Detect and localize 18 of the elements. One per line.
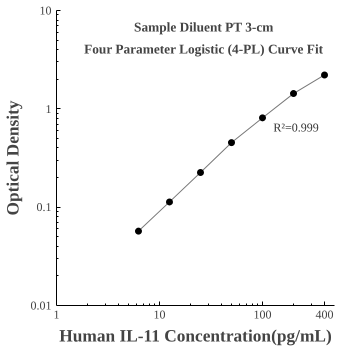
point [321, 71, 328, 78]
point [134, 228, 142, 235]
y-tick-label: 0.01 [30, 298, 52, 312]
text: Sample Diluent PT 3-cm Four Parameter Logistic (4-PL) Curve Fit [84, 19, 324, 56]
point [290, 90, 298, 98]
x-axis-title: Human IL-11 Concentration(pg/mL) [59, 326, 332, 346]
y-tick-label: 1 [46, 102, 52, 116]
y-tick-label: 10 [40, 4, 52, 18]
x-tick-label: 400 [316, 308, 334, 322]
point [166, 198, 173, 206]
point [228, 139, 235, 146]
y-axis-title: Optical Density [4, 100, 22, 216]
y-tick-label: 0.1 [36, 200, 52, 214]
x-tick-label: 100 [254, 308, 272, 322]
point [196, 169, 204, 176]
annotation: R²=0.999 [273, 120, 319, 134]
x-tick-label: 10 [154, 308, 166, 322]
point [259, 114, 266, 122]
